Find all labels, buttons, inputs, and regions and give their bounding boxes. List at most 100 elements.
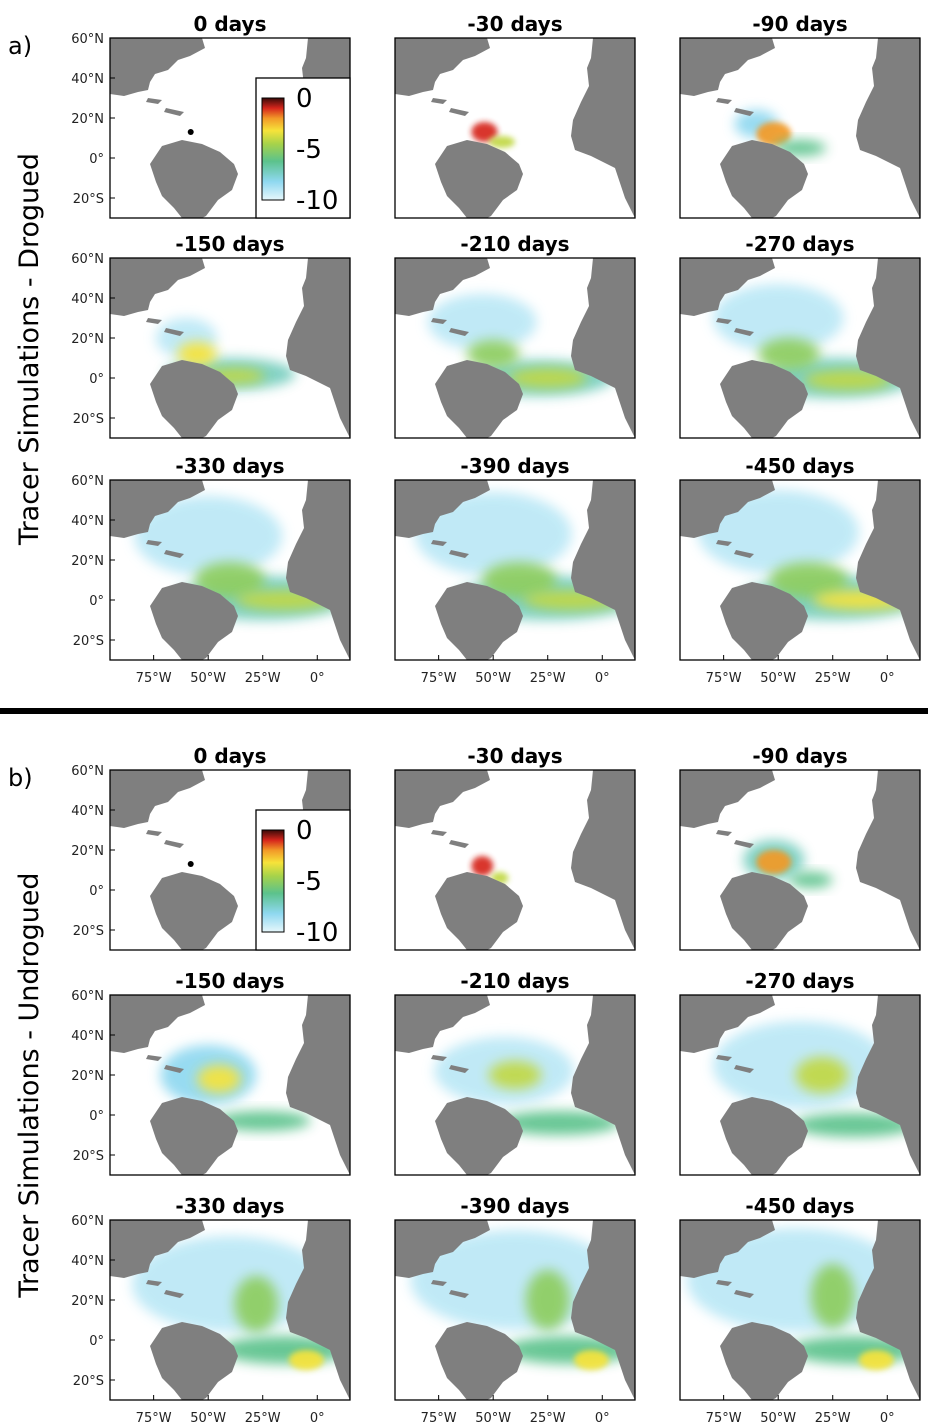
map-panel: -30 days: [394, 12, 636, 219]
x-tick-label: 25°W: [815, 1411, 851, 1425]
x-tick-label: 0°: [310, 671, 325, 686]
tracer-concentration: [482, 562, 557, 598]
y-tick-label: 20°N: [71, 332, 104, 347]
panel-title: -150 days: [175, 232, 284, 256]
x-tick-label: 50°W: [475, 671, 511, 686]
colorbar-tick-label: 0: [296, 816, 313, 846]
y-tick-label: 60°N: [71, 989, 104, 1004]
x-tick-label: 75°W: [421, 671, 457, 686]
x-tick-label: 0°: [595, 671, 610, 686]
panel-title: -210 days: [460, 969, 569, 993]
panel-frame: [394, 769, 636, 951]
section-ylabel: Tracer Simulations - Drogued: [14, 153, 45, 546]
x-tick-label: 25°W: [815, 671, 851, 686]
tracer-concentration: [488, 136, 515, 148]
y-tick-label: 20°N: [71, 1294, 104, 1309]
panel-frame: [394, 994, 636, 1176]
map-panel: -270 days: [679, 969, 921, 1176]
panel-title: -450 days: [745, 1194, 854, 1218]
tracer-concentration: [789, 872, 833, 888]
panel-title: -30 days: [467, 12, 562, 36]
y-tick-label: 40°N: [71, 1029, 104, 1044]
tracer-concentration: [756, 122, 792, 146]
x-tick-label: 75°W: [136, 671, 172, 686]
y-tick-label: 0°: [89, 372, 104, 387]
panel-frame: [679, 994, 921, 1176]
x-tick-label: 50°W: [760, 671, 796, 686]
tracer-concentration: [804, 370, 892, 390]
tracer-concentration: [234, 1276, 278, 1332]
x-tick-label: 50°W: [190, 1411, 226, 1425]
colorbar-tick-label: -5: [296, 867, 322, 897]
panel-title: -30 days: [467, 744, 562, 768]
x-tick-label: 0°: [880, 1411, 895, 1425]
panel-frame: [679, 479, 921, 661]
panel-title: -90 days: [752, 12, 847, 36]
x-tick-label: 0°: [310, 1411, 325, 1425]
x-tick-label: 50°W: [475, 1411, 511, 1425]
tracer-concentration: [195, 562, 265, 598]
x-tick-label: 25°W: [530, 671, 566, 686]
panel-frame: [394, 1219, 636, 1401]
x-tick-label: 75°W: [136, 1411, 172, 1425]
tracer-concentration: [197, 1065, 241, 1093]
panel-title: -150 days: [175, 969, 284, 993]
tracer-concentration: [858, 1350, 894, 1370]
tracer-concentration: [177, 342, 217, 366]
release-point: [187, 861, 194, 867]
tracer-concentration: [525, 1270, 570, 1330]
x-tick-label: 75°W: [706, 1411, 742, 1425]
map-panel: -90 days: [679, 12, 921, 219]
panel-title: -210 days: [460, 232, 569, 256]
panel-title: -390 days: [460, 1194, 569, 1218]
y-tick-label: 40°N: [71, 804, 104, 819]
y-tick-label: 40°N: [71, 292, 104, 307]
map-panel: 0 days 60°N 40°N 20°N 0° 20°S 0 -5 -10: [71, 744, 351, 951]
map-panel: -210 days: [394, 232, 636, 439]
x-tick-label: 0°: [595, 1411, 610, 1425]
map-panel: -330 days 60°N 40°N 20°N 0° 20°S 75°W 50°W 25°W 0…: [71, 1194, 351, 1425]
tracer-concentration: [712, 1021, 888, 1109]
map-panel: -150 days 60°N 40°N 20°N 0° 20°S: [71, 232, 351, 439]
section-label: a): [8, 32, 32, 60]
panel-frame: [109, 257, 351, 439]
y-tick-label: 60°N: [71, 1214, 104, 1229]
colorbar-tick-label: 0: [296, 84, 313, 114]
panel-frame: [394, 479, 636, 661]
y-tick-label: 0°: [89, 152, 104, 167]
colorbar-gradient: [261, 97, 285, 201]
panel-title: -270 days: [745, 969, 854, 993]
map-panel: 0 days 60°N 40°N 20°N 0° 20°S 0 -5 -10: [71, 12, 351, 219]
panel-title: -270 days: [745, 232, 854, 256]
x-tick-label: 50°W: [190, 671, 226, 686]
x-tick-label: 25°W: [245, 671, 281, 686]
colorbar: 0 -5 -10: [255, 809, 351, 951]
panel-frame: [679, 37, 921, 219]
y-tick-label: 0°: [89, 884, 104, 899]
tracer-concentration: [712, 284, 844, 352]
panel-frame: [109, 479, 351, 661]
x-tick-label: 25°W: [530, 1411, 566, 1425]
map-panel: -450 days 75°W 50°W 25°W 0°: [679, 454, 921, 686]
x-tick-label: 75°W: [421, 1411, 457, 1425]
panel-title: -330 days: [175, 454, 284, 478]
y-tick-label: 0°: [89, 594, 104, 609]
map-panel: -30 days: [394, 744, 636, 951]
map-panel: -270 days: [679, 232, 921, 439]
colorbar-gradient: [261, 829, 285, 933]
colorbar-tick-label: -10: [296, 918, 338, 948]
panel-title: 0 days: [193, 12, 266, 36]
y-tick-label: 20°S: [73, 634, 104, 649]
y-tick-label: 20°S: [73, 192, 104, 207]
section-a: a) Tracer Simulations - Drogued 0 days 60°N…: [8, 12, 921, 686]
tracer-concentration: [758, 338, 820, 370]
tracer-concentration: [573, 1350, 609, 1370]
panel-title: -330 days: [175, 1194, 284, 1218]
tracer-concentration: [793, 1113, 916, 1137]
tracer-concentration: [471, 122, 498, 142]
y-tick-label: 20°N: [71, 554, 104, 569]
y-tick-label: 20°S: [73, 924, 104, 939]
panel-frame: [109, 1219, 351, 1401]
y-tick-label: 0°: [89, 1109, 104, 1124]
